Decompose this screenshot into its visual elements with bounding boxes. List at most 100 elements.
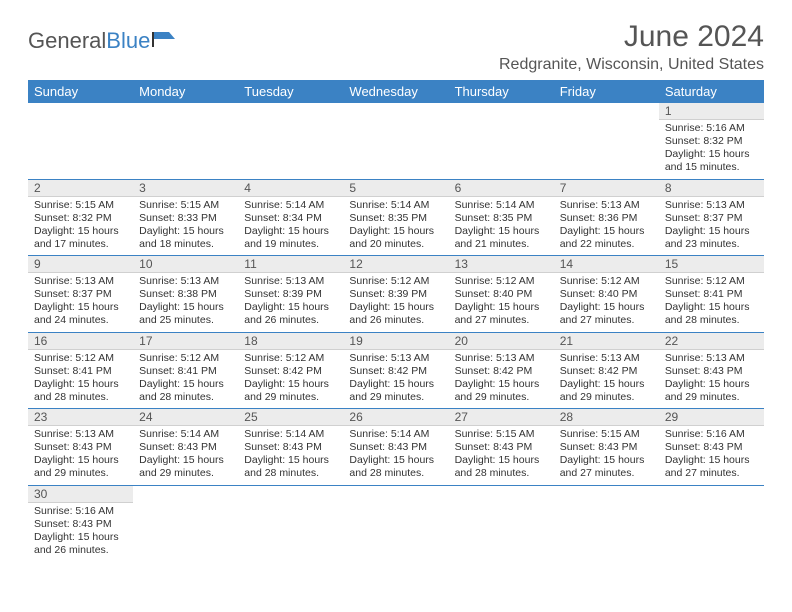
calendar-cell: 24Sunrise: 5:14 AMSunset: 8:43 PMDayligh… <box>133 409 238 486</box>
calendar-cell <box>554 103 659 179</box>
flag-icon <box>152 28 178 54</box>
logo: GeneralBlue <box>28 28 178 54</box>
day-number: 27 <box>449 409 554 426</box>
sunset-text: Sunset: 8:42 PM <box>349 365 442 378</box>
day-number: 9 <box>28 256 133 273</box>
day-number: 18 <box>238 333 343 350</box>
sunset-text: Sunset: 8:43 PM <box>34 441 127 454</box>
daylight-text: Daylight: 15 hours and 29 minutes. <box>560 378 653 404</box>
calendar-cell: 22Sunrise: 5:13 AMSunset: 8:43 PMDayligh… <box>659 332 764 409</box>
day-info: Sunrise: 5:15 AMSunset: 8:43 PMDaylight:… <box>554 426 659 485</box>
day-header: Wednesday <box>343 80 448 103</box>
day-info: Sunrise: 5:12 AMSunset: 8:40 PMDaylight:… <box>554 273 659 332</box>
day-info: Sunrise: 5:13 AMSunset: 8:42 PMDaylight:… <box>449 350 554 409</box>
daylight-text: Daylight: 15 hours and 18 minutes. <box>139 225 232 251</box>
sunrise-text: Sunrise: 5:13 AM <box>560 199 653 212</box>
sunrise-text: Sunrise: 5:13 AM <box>560 352 653 365</box>
calendar-cell: 20Sunrise: 5:13 AMSunset: 8:42 PMDayligh… <box>449 332 554 409</box>
day-info: Sunrise: 5:14 AMSunset: 8:43 PMDaylight:… <box>343 426 448 485</box>
sunset-text: Sunset: 8:33 PM <box>139 212 232 225</box>
day-info: Sunrise: 5:13 AMSunset: 8:43 PMDaylight:… <box>659 350 764 409</box>
sunrise-text: Sunrise: 5:14 AM <box>349 428 442 441</box>
calendar-cell: 28Sunrise: 5:15 AMSunset: 8:43 PMDayligh… <box>554 409 659 486</box>
day-number: 12 <box>343 256 448 273</box>
sunset-text: Sunset: 8:35 PM <box>349 212 442 225</box>
daylight-text: Daylight: 15 hours and 26 minutes. <box>34 531 127 557</box>
sunrise-text: Sunrise: 5:14 AM <box>244 199 337 212</box>
calendar-cell <box>449 103 554 179</box>
day-info: Sunrise: 5:14 AMSunset: 8:34 PMDaylight:… <box>238 197 343 256</box>
day-header: Thursday <box>449 80 554 103</box>
sunset-text: Sunset: 8:42 PM <box>455 365 548 378</box>
calendar-cell: 11Sunrise: 5:13 AMSunset: 8:39 PMDayligh… <box>238 256 343 333</box>
sunrise-text: Sunrise: 5:12 AM <box>665 275 758 288</box>
sunrise-text: Sunrise: 5:13 AM <box>244 275 337 288</box>
sunset-text: Sunset: 8:43 PM <box>455 441 548 454</box>
sunset-text: Sunset: 8:41 PM <box>665 288 758 301</box>
daylight-text: Daylight: 15 hours and 27 minutes. <box>560 454 653 480</box>
daylight-text: Daylight: 15 hours and 22 minutes. <box>560 225 653 251</box>
calendar-cell <box>659 485 764 561</box>
day-header: Saturday <box>659 80 764 103</box>
sunrise-text: Sunrise: 5:16 AM <box>665 122 758 135</box>
day-info: Sunrise: 5:13 AMSunset: 8:37 PMDaylight:… <box>28 273 133 332</box>
sunrise-text: Sunrise: 5:15 AM <box>455 428 548 441</box>
calendar-cell: 14Sunrise: 5:12 AMSunset: 8:40 PMDayligh… <box>554 256 659 333</box>
daylight-text: Daylight: 15 hours and 26 minutes. <box>244 301 337 327</box>
day-number: 14 <box>554 256 659 273</box>
sunset-text: Sunset: 8:43 PM <box>139 441 232 454</box>
day-header: Friday <box>554 80 659 103</box>
sunset-text: Sunset: 8:39 PM <box>349 288 442 301</box>
sunset-text: Sunset: 8:43 PM <box>665 441 758 454</box>
day-info: Sunrise: 5:12 AMSunset: 8:40 PMDaylight:… <box>449 273 554 332</box>
sunrise-text: Sunrise: 5:14 AM <box>139 428 232 441</box>
calendar-week: 16Sunrise: 5:12 AMSunset: 8:41 PMDayligh… <box>28 332 764 409</box>
daylight-text: Daylight: 15 hours and 27 minutes. <box>665 454 758 480</box>
daylight-text: Daylight: 15 hours and 29 minutes. <box>244 378 337 404</box>
sunrise-text: Sunrise: 5:12 AM <box>455 275 548 288</box>
calendar-cell <box>133 485 238 561</box>
day-info: Sunrise: 5:15 AMSunset: 8:43 PMDaylight:… <box>449 426 554 485</box>
day-number: 11 <box>238 256 343 273</box>
sunrise-text: Sunrise: 5:15 AM <box>34 199 127 212</box>
calendar-cell: 15 Sunrise: 5:12 AMSunset: 8:41 PMDayligh… <box>659 256 764 333</box>
day-number: 16 <box>28 333 133 350</box>
day-number: 19 <box>343 333 448 350</box>
calendar-cell <box>343 485 448 561</box>
daylight-text: Daylight: 15 hours and 28 minutes. <box>139 378 232 404</box>
day-info: Sunrise: 5:14 AMSunset: 8:35 PMDaylight:… <box>449 197 554 256</box>
day-info: Sunrise: 5:13 AMSunset: 8:43 PMDaylight:… <box>28 426 133 485</box>
daylight-text: Daylight: 15 hours and 15 minutes. <box>665 148 758 174</box>
day-info: Sunrise: 5:12 AMSunset: 8:41 PMDaylight:… <box>28 350 133 409</box>
daylight-text: Daylight: 15 hours and 28 minutes. <box>665 301 758 327</box>
daylight-text: Daylight: 15 hours and 27 minutes. <box>455 301 548 327</box>
calendar-week: 23Sunrise: 5:13 AMSunset: 8:43 PMDayligh… <box>28 409 764 486</box>
daylight-text: Daylight: 15 hours and 29 minutes. <box>455 378 548 404</box>
day-number: 15 <box>659 256 764 273</box>
day-number: 23 <box>28 409 133 426</box>
calendar-cell: 18 Sunrise: 5:12 AMSunset: 8:42 PMDayligh… <box>238 332 343 409</box>
day-header-row: SundayMondayTuesdayWednesdayThursdayFrid… <box>28 80 764 103</box>
sunrise-text: Sunrise: 5:12 AM <box>560 275 653 288</box>
calendar-cell: 25Sunrise: 5:14 AMSunset: 8:43 PMDayligh… <box>238 409 343 486</box>
sunset-text: Sunset: 8:40 PM <box>560 288 653 301</box>
day-info: Sunrise: 5:13 AMSunset: 8:37 PMDaylight:… <box>659 197 764 256</box>
sunset-text: Sunset: 8:43 PM <box>34 518 127 531</box>
day-number: 24 <box>133 409 238 426</box>
sunrise-text: Sunrise: 5:13 AM <box>34 275 127 288</box>
daylight-text: Daylight: 15 hours and 29 minutes. <box>665 378 758 404</box>
sunset-text: Sunset: 8:37 PM <box>34 288 127 301</box>
day-number: 29 <box>659 409 764 426</box>
day-number: 25 <box>238 409 343 426</box>
calendar-cell <box>449 485 554 561</box>
day-info: Sunrise: 5:14 AMSunset: 8:43 PMDaylight:… <box>133 426 238 485</box>
day-info: Sunrise: 5:13 AMSunset: 8:39 PMDaylight:… <box>238 273 343 332</box>
sunrise-text: Sunrise: 5:12 AM <box>244 352 337 365</box>
sunset-text: Sunset: 8:32 PM <box>665 135 758 148</box>
calendar-week: 30Sunrise: 5:16 AMSunset: 8:43 PMDayligh… <box>28 485 764 561</box>
sunrise-text: Sunrise: 5:13 AM <box>139 275 232 288</box>
sunset-text: Sunset: 8:42 PM <box>244 365 337 378</box>
logo-text2: Blue <box>106 28 150 54</box>
day-number: 3 <box>133 180 238 197</box>
sunset-text: Sunset: 8:38 PM <box>139 288 232 301</box>
